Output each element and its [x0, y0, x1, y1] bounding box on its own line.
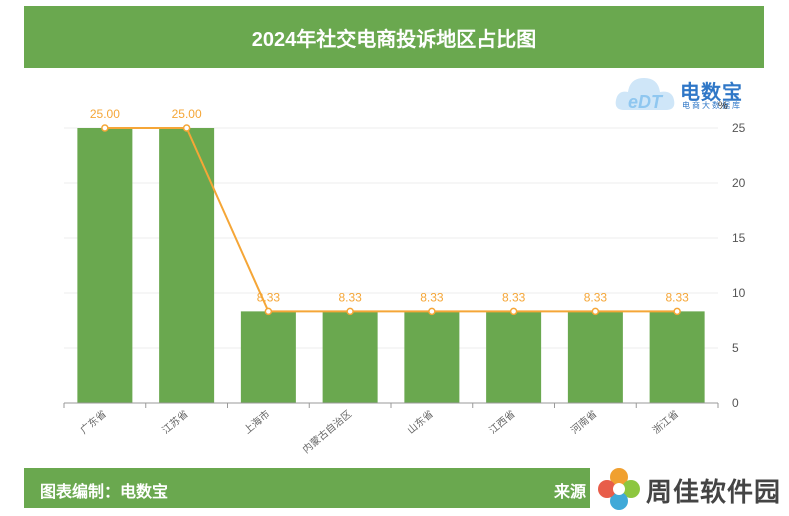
y-tick-label: 15 [732, 231, 746, 245]
logo-mark-text: eDT [628, 92, 664, 112]
y-tick-label: 0 [732, 396, 739, 410]
y-tick-label: 20 [732, 176, 746, 190]
logo-brand-text: 电数宝 [680, 82, 743, 104]
data-label: 8.33 [665, 290, 689, 304]
cloud-logo-icon: eDT [615, 78, 675, 112]
data-label: 8.33 [502, 290, 526, 304]
data-label: 25.00 [172, 107, 202, 121]
data-label: 25.00 [90, 107, 120, 121]
data-label: 8.33 [420, 290, 444, 304]
y-tick-label: 5 [732, 341, 739, 355]
line-point [346, 307, 354, 316]
line-point [264, 307, 273, 316]
data-label: 8.33 [584, 290, 608, 304]
watermark-text: 周佳软件园 [646, 477, 782, 507]
data-label: 8.33 [338, 290, 362, 304]
y-axis-unit: % [718, 100, 728, 112]
x-tick-label: 江苏省 [159, 407, 190, 436]
data-label: 8.33 [257, 290, 281, 304]
line-point [673, 307, 681, 316]
x-tick-label: 广东省 [77, 407, 108, 436]
x-tick-label: 江西省 [486, 407, 517, 436]
watermark: 周佳软件园 [590, 462, 789, 516]
bar [322, 311, 378, 403]
pinwheel-logo-icon [598, 468, 640, 510]
logo-tagline: 电商大数据库 [682, 101, 742, 110]
x-tick-label: 山东省 [404, 407, 435, 436]
x-tick-label: 上海市 [241, 407, 272, 436]
x-tick-label: 内蒙古自治区 [300, 407, 354, 456]
bar [77, 128, 133, 403]
bar [567, 311, 623, 403]
line-point [509, 307, 518, 316]
bar [649, 311, 705, 403]
line-point [101, 124, 109, 132]
x-tick-label: 河南省 [568, 407, 599, 436]
series-line [104, 127, 678, 313]
line-point [591, 307, 600, 316]
y-tick-label: 25 [732, 121, 746, 135]
bar [404, 311, 460, 403]
bar [159, 128, 215, 403]
line-point [182, 124, 191, 132]
chart-title: 2024年社交电商投诉地区占比图 [251, 28, 537, 51]
x-tick-label: 浙江省 [650, 407, 681, 436]
footer-source: 来源 [554, 484, 587, 501]
bar [240, 311, 296, 403]
y-tick-label: 10 [732, 286, 746, 300]
brand-logo: eDT 电数宝 电商大数据库 [614, 70, 764, 116]
bar [486, 311, 542, 403]
footer-compiler: 图表编制：电数宝 [40, 484, 169, 501]
line-point [428, 307, 436, 316]
chart-title-bar: 2024年社交电商投诉地区占比图 [24, 6, 764, 68]
